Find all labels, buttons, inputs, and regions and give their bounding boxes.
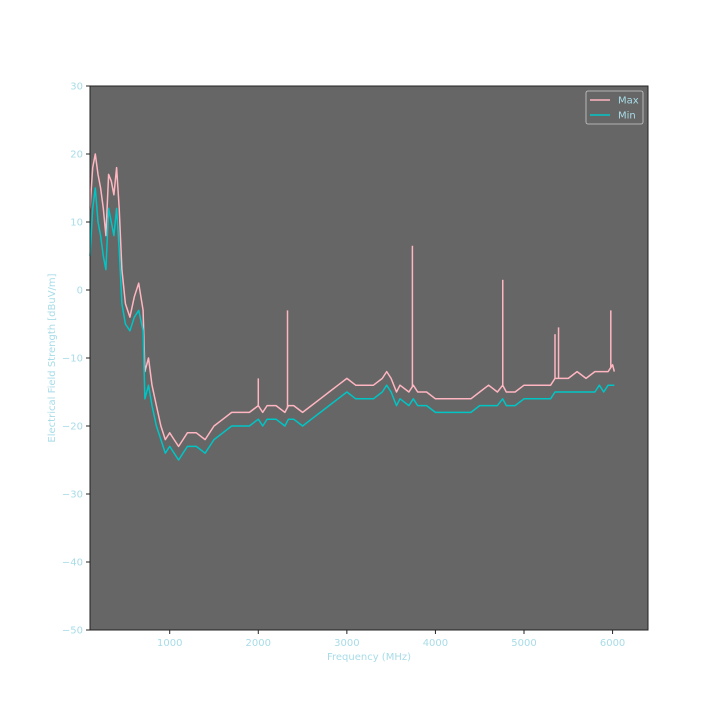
y-tick-label: 20 (70, 150, 83, 161)
y-tick-label: −40 (62, 558, 83, 569)
series-line-min (89, 187, 615, 461)
series-line-max (89, 153, 616, 448)
y-tick-label: 30 (70, 82, 83, 93)
x-tick-label: 3000 (334, 638, 359, 649)
y-tick-label: −50 (62, 626, 83, 637)
y-tick-label: −30 (62, 490, 83, 501)
ticks-layer: 1000 2000 3000 4000 5000 6000 −50 −40 −30 −20 −10 0… (62, 82, 625, 650)
y-tick-label: −20 (62, 422, 83, 433)
y-tick-label: 10 (70, 218, 83, 229)
y-axis-label: Electrical Field Strength [dBuV/m] (47, 273, 58, 442)
y-tick-label: 0 (77, 286, 83, 297)
legend-label-max: Max (618, 96, 639, 107)
x-tick-label: 4000 (423, 638, 448, 649)
legend-label-min: Min (618, 111, 636, 122)
plot-area (90, 86, 648, 630)
x-tick-label: 6000 (600, 638, 625, 649)
y-tick-label: −10 (62, 354, 83, 365)
x-tick-label: 2000 (246, 638, 271, 649)
series-layer (89, 153, 616, 461)
x-axis-label: Frequency (MHz) (327, 652, 411, 663)
legend: Max Min (585, 90, 644, 125)
x-tick-label: 5000 (511, 638, 536, 649)
x-tick-label: 1000 (157, 638, 182, 649)
